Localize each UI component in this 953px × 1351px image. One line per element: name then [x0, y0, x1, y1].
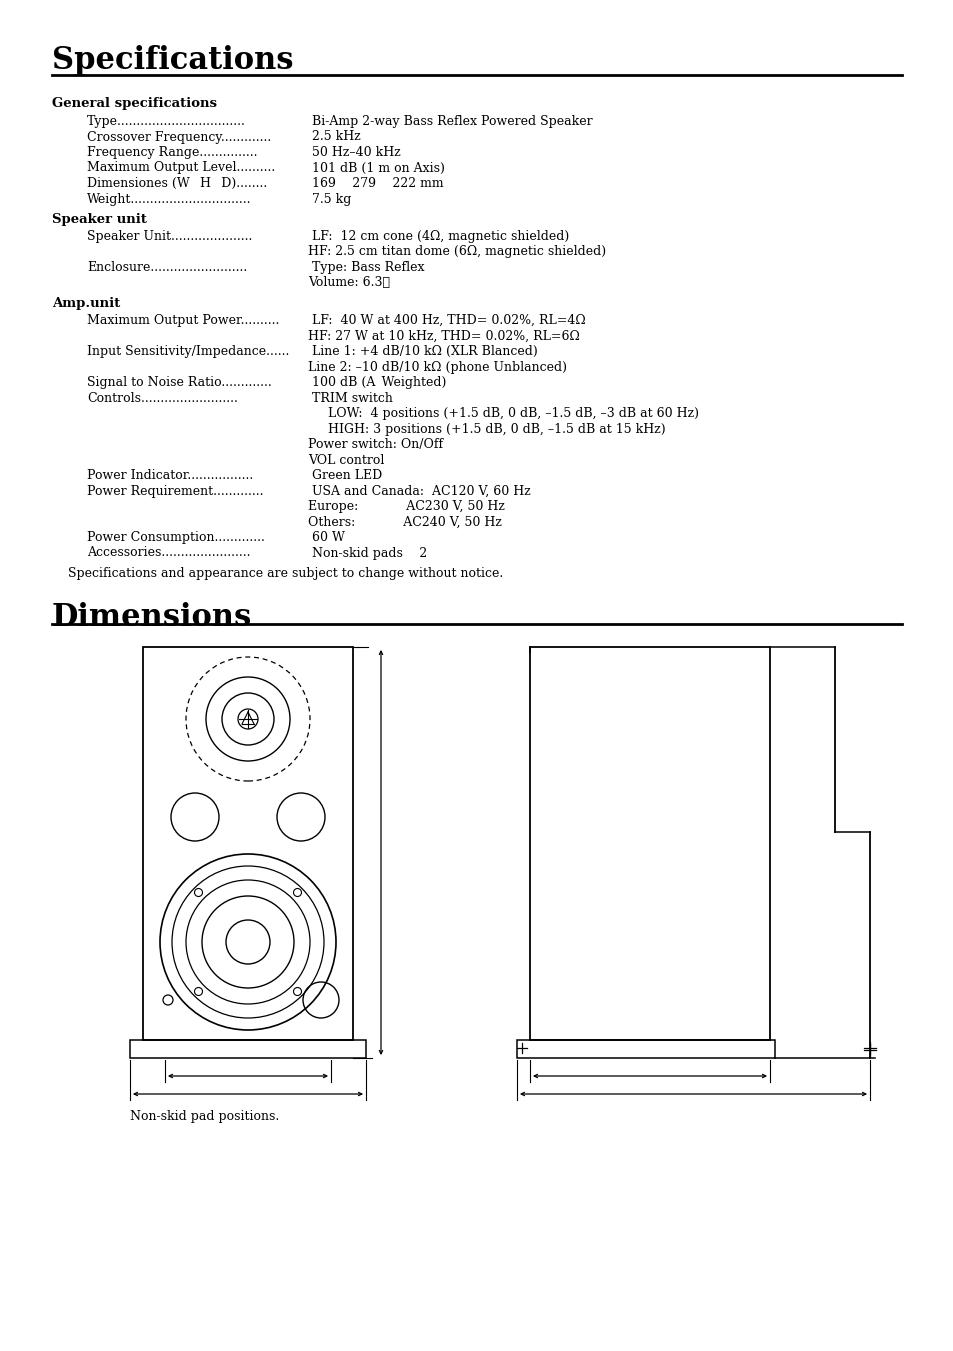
- Text: Speaker Unit.....................: Speaker Unit.....................: [87, 230, 253, 243]
- Text: Green LED: Green LED: [308, 469, 382, 482]
- Bar: [530, 647, 769, 1040]
- Text: VOL control: VOL control: [308, 454, 384, 466]
- Text: LOW:  4 positions (+1.5 dB, 0 dB, –1.5 dB, –3 dB at 60 Hz): LOW: 4 positions (+1.5 dB, 0 dB, –1.5 dB…: [308, 407, 699, 420]
- Text: HF: 2.5 cm titan dome (6Ω, magnetic shielded): HF: 2.5 cm titan dome (6Ω, magnetic shie…: [308, 246, 605, 258]
- Text: LF:  40 W at 400 Hz, THD= 0.02%, RL=4Ω: LF: 40 W at 400 Hz, THD= 0.02%, RL=4Ω: [308, 313, 585, 327]
- Text: Line 2: –10 dB/10 kΩ (phone Unblanced): Line 2: –10 dB/10 kΩ (phone Unblanced): [308, 361, 566, 373]
- Text: Power Requirement.............: Power Requirement.............: [87, 485, 263, 497]
- Text: Dimensions: Dimensions: [52, 603, 252, 634]
- Text: LF:  12 cm cone (4Ω, magnetic shielded): LF: 12 cm cone (4Ω, magnetic shielded): [308, 230, 569, 243]
- Text: Type: Bass Reflex: Type: Bass Reflex: [308, 261, 424, 274]
- Text: Specifications: Specifications: [52, 45, 294, 76]
- Text: 100 dB (A Weighted): 100 dB (A Weighted): [308, 376, 446, 389]
- Text: 50 Hz–40 kHz: 50 Hz–40 kHz: [308, 146, 400, 159]
- Text: Maximum Output Power..........: Maximum Output Power..........: [87, 313, 279, 327]
- Text: Bi-Amp 2-way Bass Reflex Powered Speaker: Bi-Amp 2-way Bass Reflex Powered Speaker: [308, 115, 592, 128]
- Text: Non-skid pads  2: Non-skid pads 2: [308, 547, 427, 559]
- Text: Specifications and appearance are subject to change without notice.: Specifications and appearance are subjec…: [52, 567, 503, 580]
- Text: Non-skid pad positions.: Non-skid pad positions.: [130, 1111, 279, 1123]
- Text: Power switch: On/Off: Power switch: On/Off: [308, 438, 442, 451]
- Text: Accessories.......................: Accessories.......................: [87, 547, 251, 559]
- Text: 7.5 kg: 7.5 kg: [308, 192, 351, 205]
- Text: 169  279  222 mm: 169 279 222 mm: [308, 177, 443, 190]
- Text: Amp.unit: Amp.unit: [52, 297, 120, 309]
- Text: USA and Canada:  AC120 V, 60 Hz: USA and Canada: AC120 V, 60 Hz: [308, 485, 530, 497]
- Text: Type.................................: Type.................................: [87, 115, 246, 128]
- Text: Dimensiones (W  H  D)........: Dimensiones (W H D)........: [87, 177, 267, 190]
- Text: 101 dB (1 m on Axis): 101 dB (1 m on Axis): [308, 162, 444, 174]
- Text: 2.5 kHz: 2.5 kHz: [308, 131, 360, 143]
- Text: Others:            AC240 V, 50 Hz: Others: AC240 V, 50 Hz: [308, 516, 501, 528]
- Text: Line 1: +4 dB/10 kΩ (XLR Blanced): Line 1: +4 dB/10 kΩ (XLR Blanced): [308, 345, 537, 358]
- Text: Controls.........................: Controls.........................: [87, 392, 237, 404]
- Text: Power Consumption.............: Power Consumption.............: [87, 531, 265, 544]
- Text: Maximum Output Level..........: Maximum Output Level..........: [87, 162, 275, 174]
- Text: HF: 27 W at 10 kHz, THD= 0.02%, RL=6Ω: HF: 27 W at 10 kHz, THD= 0.02%, RL=6Ω: [308, 330, 579, 343]
- Text: HIGH: 3 positions (+1.5 dB, 0 dB, –1.5 dB at 15 kHz): HIGH: 3 positions (+1.5 dB, 0 dB, –1.5 d…: [308, 423, 665, 435]
- Text: General specifications: General specifications: [52, 97, 216, 109]
- Text: Enclosure.........................: Enclosure.........................: [87, 261, 247, 274]
- Text: Crossover Frequency.............: Crossover Frequency.............: [87, 131, 271, 143]
- Text: Volume: 6.3ℓ: Volume: 6.3ℓ: [308, 277, 390, 289]
- Bar: [130, 1040, 366, 1058]
- Text: Power Indicator.................: Power Indicator.................: [87, 469, 253, 482]
- Text: Europe:            AC230 V, 50 Hz: Europe: AC230 V, 50 Hz: [308, 500, 504, 513]
- Bar: [517, 1040, 774, 1058]
- Text: Speaker unit: Speaker unit: [52, 213, 147, 226]
- Text: Frequency Range...............: Frequency Range...............: [87, 146, 257, 159]
- Text: Weight...............................: Weight...............................: [87, 192, 252, 205]
- Text: Signal to Noise Ratio.............: Signal to Noise Ratio.............: [87, 376, 272, 389]
- Bar: [143, 647, 353, 1040]
- Text: 60 W: 60 W: [308, 531, 345, 544]
- Text: Input Sensitivity/Impedance......: Input Sensitivity/Impedance......: [87, 345, 289, 358]
- Text: TRIM switch: TRIM switch: [308, 392, 393, 404]
